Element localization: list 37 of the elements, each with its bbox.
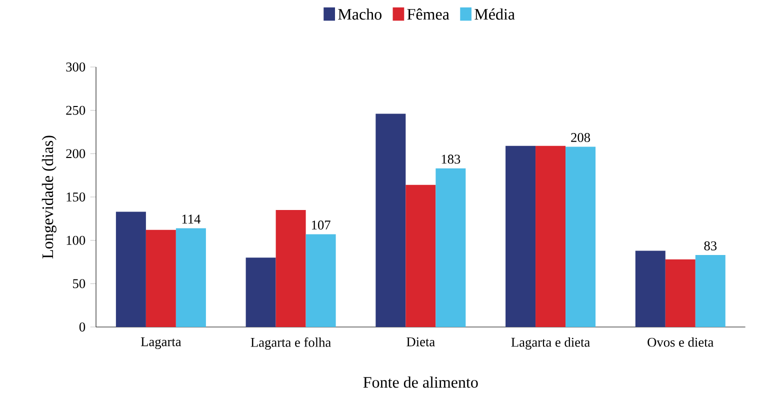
- bar: [665, 259, 696, 327]
- y-axis-title: Longevidade (dias): [42, 136, 56, 259]
- y-tick-label: 100: [66, 236, 86, 245]
- bar: [635, 250, 666, 327]
- x-tick-label: Ovos e dieta: [648, 337, 714, 347]
- bar: [536, 146, 566, 327]
- bar: [376, 114, 406, 327]
- x-tick-label: Dieta: [406, 337, 435, 346]
- data-label: 107: [312, 220, 330, 230]
- bar: [176, 228, 206, 327]
- y-tick-label: 0: [79, 322, 86, 332]
- legend-label: Macho: [338, 8, 382, 20]
- x-axis-title: Fonte de alimento: [363, 376, 478, 388]
- y-tick-label: 150: [66, 192, 86, 202]
- x-tick-label: Lagarta e dieta: [511, 337, 590, 350]
- bar: [506, 146, 536, 327]
- data-label: 83: [704, 241, 717, 250]
- bar: [436, 168, 466, 327]
- bar: [695, 255, 726, 327]
- bar: [276, 210, 306, 327]
- legend-label: Fêmea: [407, 8, 450, 20]
- y-tick-label: 50: [73, 279, 86, 288]
- y-tick-label: 200: [66, 149, 86, 158]
- bar: [566, 146, 596, 327]
- y-tick-label: 300: [66, 62, 86, 72]
- legend-label: Média: [474, 8, 515, 20]
- bar: [116, 212, 146, 327]
- bar: [306, 234, 336, 327]
- bar: [246, 258, 276, 327]
- data-label: 183: [442, 154, 460, 164]
- data-label: 114: [182, 214, 200, 224]
- x-tick-label: Lagarta: [140, 337, 182, 350]
- y-tick-label: 250: [66, 106, 86, 115]
- bar: [406, 184, 436, 327]
- x-tick-label: Lagarta e folha: [250, 337, 331, 350]
- data-label: 208: [571, 133, 590, 142]
- bar: [146, 230, 176, 327]
